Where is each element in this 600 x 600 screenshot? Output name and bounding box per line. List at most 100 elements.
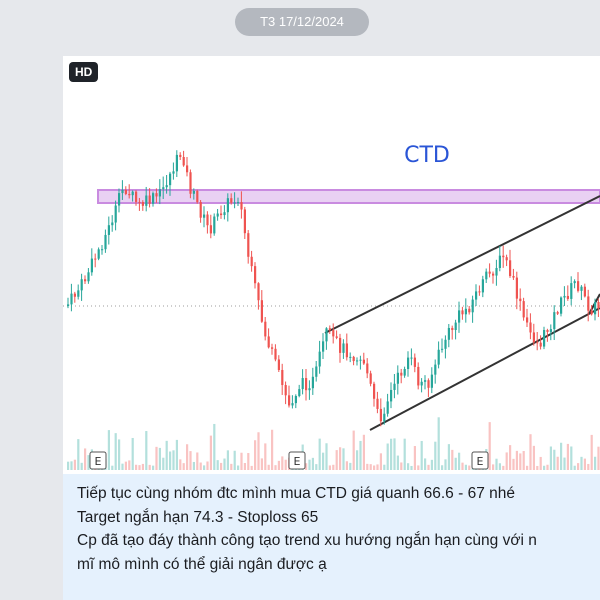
candle-body <box>597 302 600 309</box>
volume-bar <box>186 444 189 470</box>
candle-body <box>172 171 175 174</box>
candle-body <box>308 388 311 391</box>
candle-body <box>458 310 461 323</box>
candle-body <box>492 273 495 276</box>
candle-body <box>138 201 141 203</box>
candle-body <box>104 234 107 250</box>
candle-body <box>70 293 73 305</box>
candle-body <box>189 172 192 194</box>
candle-body <box>359 359 362 361</box>
volume-bar <box>573 465 576 470</box>
volume-bar <box>512 458 515 470</box>
volume-bar <box>322 452 325 470</box>
candle-body <box>471 299 474 313</box>
candle-body <box>87 272 90 282</box>
candle-body <box>322 341 325 352</box>
volume-bar <box>366 463 369 470</box>
resistance-zone <box>97 189 600 204</box>
volume-bar <box>396 455 399 470</box>
candle-body <box>118 193 121 206</box>
candle-body <box>165 185 168 188</box>
chart-image[interactable]: CTD E E E HD <box>63 56 600 474</box>
candle-body <box>369 373 372 384</box>
volume-bar <box>189 451 192 470</box>
volume-bar <box>199 462 202 470</box>
volume-bar <box>182 463 185 470</box>
candle-body <box>444 339 447 349</box>
candles <box>67 150 600 427</box>
candle-body <box>594 302 597 315</box>
volume-bar <box>532 445 535 470</box>
candle-body <box>543 329 546 347</box>
candle-body <box>512 276 515 278</box>
volume-bar <box>441 465 444 470</box>
candle-body <box>121 189 124 194</box>
volume-bar <box>172 450 175 470</box>
volume-bar <box>77 439 80 470</box>
candle-body <box>539 342 542 347</box>
candle-body <box>145 195 148 206</box>
candle-body <box>536 342 539 344</box>
candle-body <box>158 189 161 197</box>
volume-bar <box>359 440 362 470</box>
candle-body <box>206 214 209 226</box>
candle-body <box>349 356 352 358</box>
volume-bar <box>274 465 277 470</box>
candle-body <box>529 322 532 333</box>
volume-bar <box>339 447 342 470</box>
earnings-marker-3: E <box>471 451 489 470</box>
volume-bar <box>152 465 155 470</box>
volume-bar <box>345 461 348 470</box>
volume-bar <box>162 457 165 470</box>
volume-bar <box>114 433 117 470</box>
volume-bar <box>124 461 127 470</box>
volume-bar <box>243 463 246 470</box>
volume-bar <box>546 464 549 470</box>
volume-bar <box>237 465 240 470</box>
candle-body <box>94 258 97 260</box>
volume-bar <box>570 446 573 470</box>
volume-bar <box>311 457 314 470</box>
volume-bar <box>277 460 280 470</box>
candle-body <box>383 413 386 422</box>
volume-bar <box>135 464 138 470</box>
volume-bar <box>80 462 83 470</box>
volume-bar <box>556 456 559 470</box>
candle-body <box>532 332 535 343</box>
volume-bar <box>356 450 359 470</box>
volume-bar <box>379 453 382 470</box>
volume-bar <box>451 449 454 470</box>
candle-body <box>199 202 202 218</box>
volume-bar <box>145 431 148 470</box>
candle-body <box>515 277 518 299</box>
volume-bar <box>216 460 219 470</box>
volume-bar <box>505 452 508 470</box>
volume-bar <box>373 465 376 470</box>
candle-body <box>216 213 219 217</box>
candle-body <box>386 401 389 414</box>
volume-bar <box>284 459 287 470</box>
message-card[interactable]: CTD E E E HD Tiếp tục cùng nhóm đtc mình… <box>63 56 600 600</box>
candle-body <box>101 249 104 251</box>
volume-bar <box>260 458 263 470</box>
volume-bar <box>526 465 529 470</box>
message-line-3: Cp đã tạo đáy thành công tạo trend xu hư… <box>77 532 537 549</box>
candle-body <box>220 213 223 216</box>
candle-body <box>549 329 552 332</box>
message-line-2: Target ngắn hạn 74.3 - Stoploss 65 <box>77 508 319 526</box>
volume-bar <box>121 463 124 470</box>
candle-body <box>90 258 93 273</box>
candle-body <box>301 378 304 390</box>
candle-body <box>328 328 331 331</box>
message-line-4: mĩ mô mình có thể giải ngân được ạ <box>77 555 327 573</box>
candle-body <box>243 209 246 234</box>
candle-body <box>80 279 83 291</box>
volume-bar <box>233 450 236 470</box>
volume-bar <box>107 430 110 470</box>
candle-body <box>590 310 593 315</box>
candle-body <box>430 374 433 388</box>
volume-bar <box>226 450 229 470</box>
candle-body <box>124 189 127 194</box>
candle-body <box>240 202 243 210</box>
candle-body <box>437 349 440 365</box>
